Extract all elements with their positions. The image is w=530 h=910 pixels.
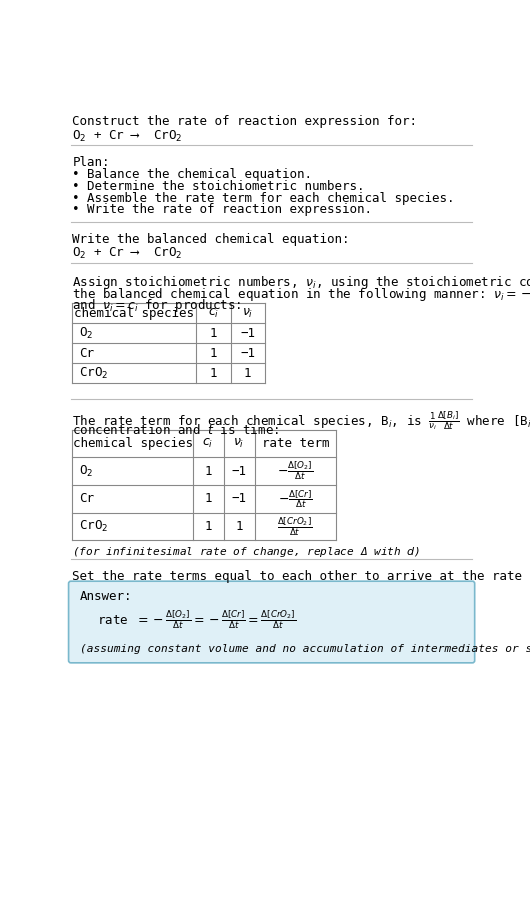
Text: • Write the rate of reaction expression.: • Write the rate of reaction expression.	[73, 203, 373, 217]
Text: • Determine the stoichiometric numbers.: • Determine the stoichiometric numbers.	[73, 180, 365, 193]
Text: O$_2$: O$_2$	[78, 463, 93, 479]
Text: Set the rate terms equal to each other to arrive at the rate expression:: Set the rate terms equal to each other t…	[73, 570, 530, 582]
Text: −1: −1	[232, 492, 246, 505]
FancyBboxPatch shape	[68, 581, 475, 662]
Text: 1: 1	[205, 520, 212, 533]
Text: O$_2$ + Cr ⟶  CrO$_2$: O$_2$ + Cr ⟶ CrO$_2$	[73, 247, 183, 261]
Text: 1: 1	[205, 465, 212, 478]
Text: concentration and $t$ is time:: concentration and $t$ is time:	[73, 423, 279, 438]
Text: CrO$_2$: CrO$_2$	[78, 366, 108, 381]
Text: $\frac{\Delta[CrO_2]}{\Delta t}$: $\frac{\Delta[CrO_2]}{\Delta t}$	[278, 515, 313, 538]
Text: 1: 1	[205, 492, 212, 505]
Text: $-\frac{\Delta[O_2]}{\Delta t}$: $-\frac{\Delta[O_2]}{\Delta t}$	[277, 460, 313, 482]
Text: 1: 1	[210, 347, 217, 359]
Text: chemical species: chemical species	[73, 437, 192, 450]
Text: • Assemble the rate term for each chemical species.: • Assemble the rate term for each chemic…	[73, 192, 455, 205]
Text: rate $= -\frac{\Delta[O_2]}{\Delta t} = -\frac{\Delta[Cr]}{\Delta t} = \frac{\De: rate $= -\frac{\Delta[O_2]}{\Delta t} = …	[97, 608, 297, 631]
Text: $c_i$: $c_i$	[202, 437, 214, 450]
Text: 1: 1	[210, 367, 217, 379]
Text: Write the balanced chemical equation:: Write the balanced chemical equation:	[73, 233, 350, 247]
Text: $\nu_i$: $\nu_i$	[242, 307, 253, 319]
Text: Plan:: Plan:	[73, 157, 110, 169]
Text: (for infinitesimal rate of change, replace Δ with $d$): (for infinitesimal rate of change, repla…	[73, 545, 421, 559]
Text: $c_i$: $c_i$	[208, 307, 219, 319]
Text: and $\nu_i = c_i$ for products:: and $\nu_i = c_i$ for products:	[73, 297, 242, 314]
Text: (assuming constant volume and no accumulation of intermediates or side products): (assuming constant volume and no accumul…	[80, 643, 530, 653]
Text: 1: 1	[210, 327, 217, 339]
Text: Cr: Cr	[78, 347, 94, 359]
Text: rate term: rate term	[261, 437, 329, 450]
Text: Answer:: Answer:	[80, 590, 132, 602]
Text: 1: 1	[235, 520, 243, 533]
Text: Assign stoichiometric numbers, $\nu_i$, using the stoichiometric coefficients, $: Assign stoichiometric numbers, $\nu_i$, …	[73, 274, 530, 291]
Text: • Balance the chemical equation.: • Balance the chemical equation.	[73, 168, 313, 181]
Text: the balanced chemical equation in the following manner: $\nu_i = -c_i$ for react: the balanced chemical equation in the fo…	[73, 286, 530, 302]
Text: $\nu_i$: $\nu_i$	[233, 437, 245, 450]
Text: $-\frac{\Delta[Cr]}{\Delta t}$: $-\frac{\Delta[Cr]}{\Delta t}$	[278, 488, 313, 510]
Text: chemical species: chemical species	[74, 307, 195, 319]
Text: −1: −1	[240, 347, 255, 359]
Text: CrO$_2$: CrO$_2$	[78, 519, 108, 534]
Text: O$_2$: O$_2$	[78, 326, 93, 341]
Text: −1: −1	[232, 465, 246, 478]
Text: O$_2$ + Cr ⟶  CrO$_2$: O$_2$ + Cr ⟶ CrO$_2$	[73, 128, 183, 144]
Text: Cr: Cr	[78, 492, 94, 505]
Text: −1: −1	[240, 327, 255, 339]
Text: Construct the rate of reaction expression for:: Construct the rate of reaction expressio…	[73, 116, 418, 128]
Text: 1: 1	[244, 367, 251, 379]
Text: The rate term for each chemical species, B$_i$, is $\frac{1}{\nu_i}\frac{\Delta[: The rate term for each chemical species,…	[73, 410, 530, 432]
